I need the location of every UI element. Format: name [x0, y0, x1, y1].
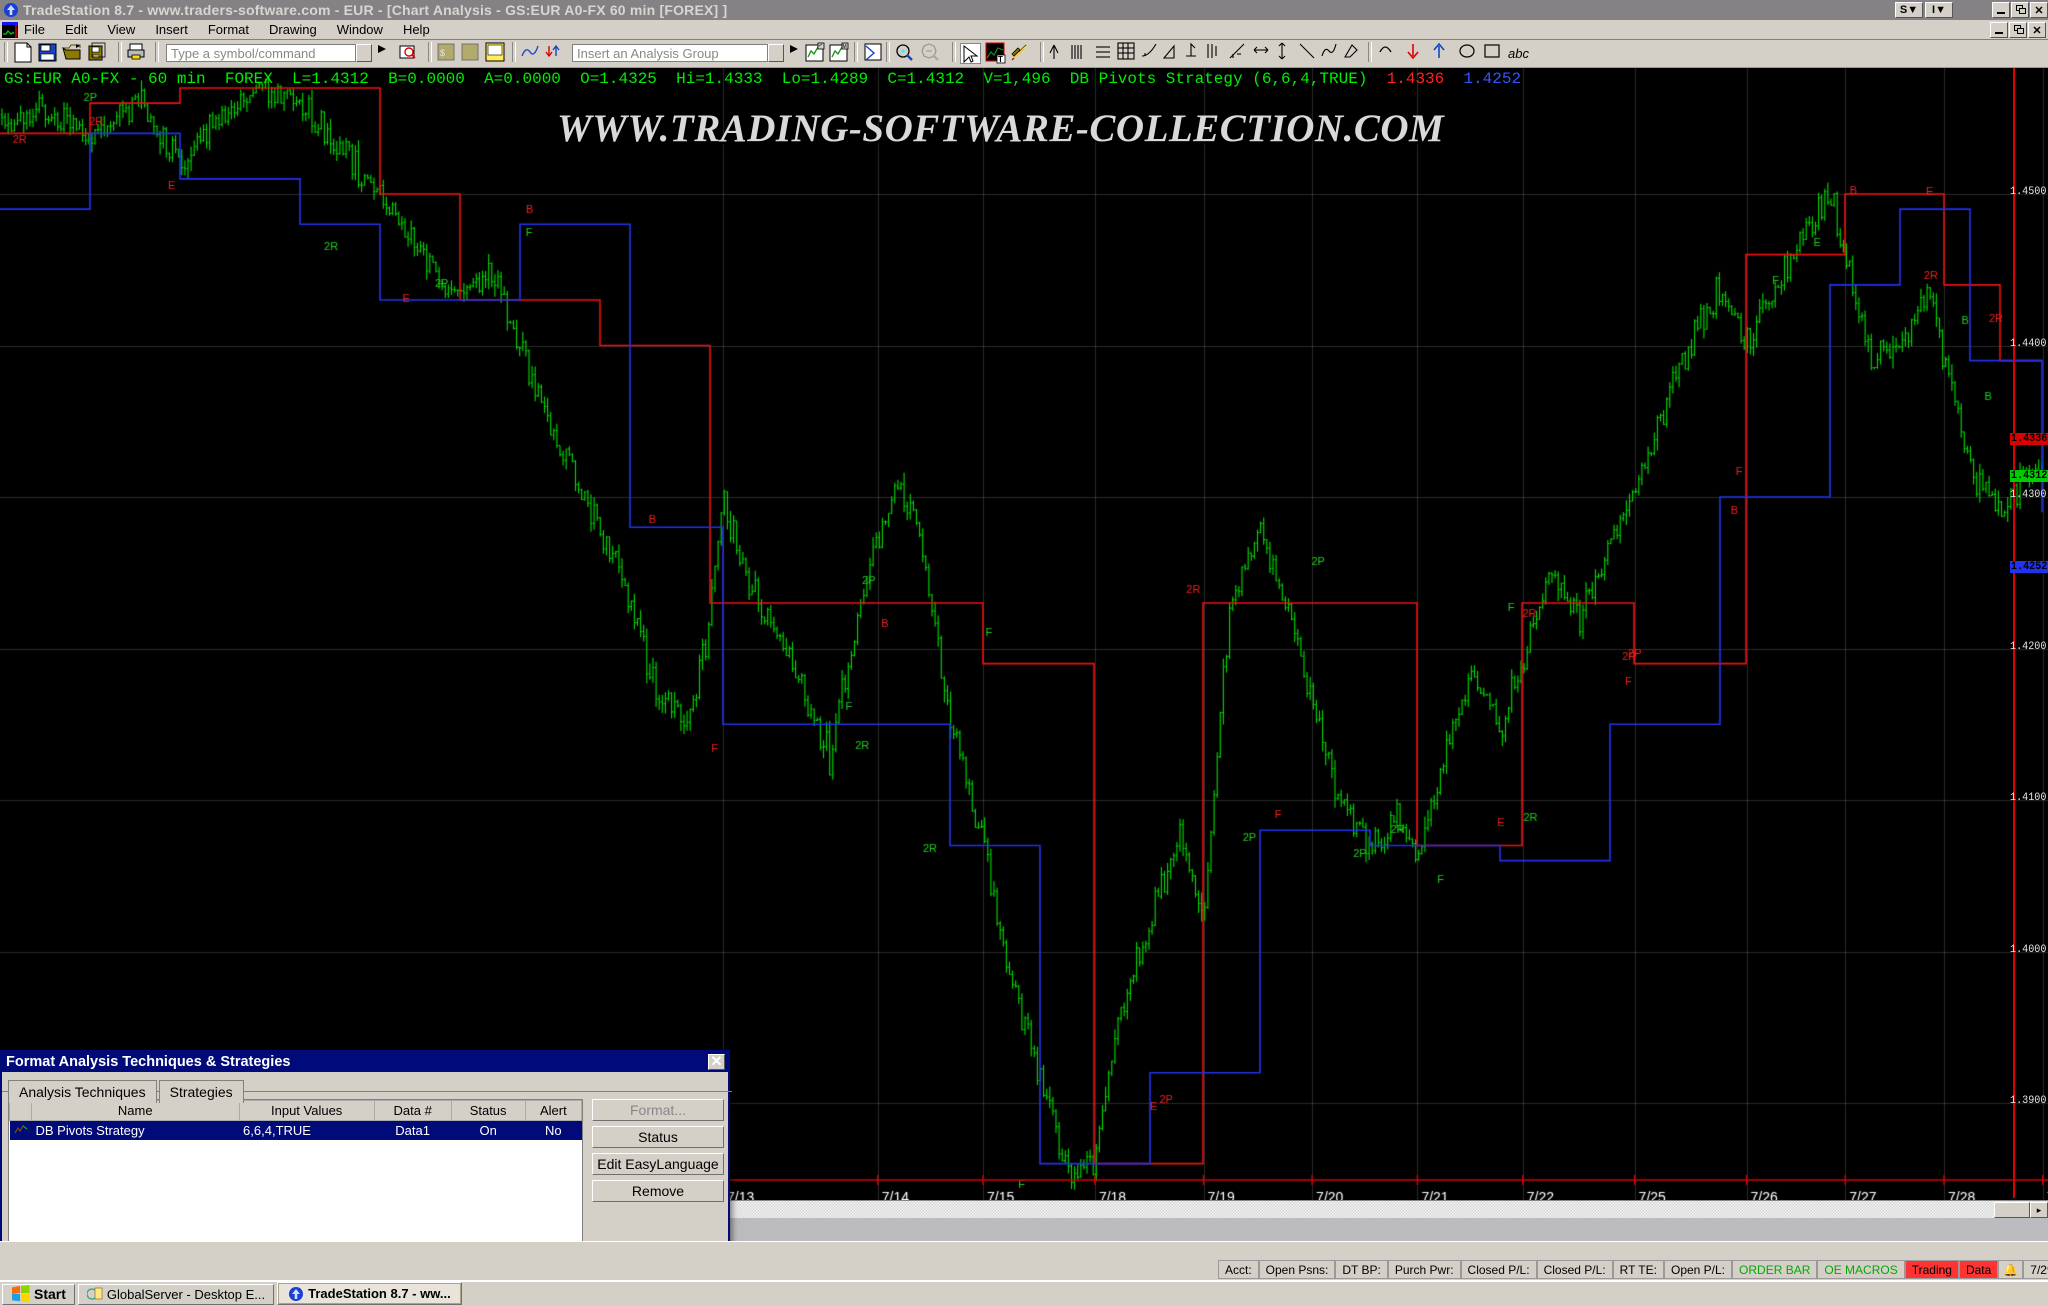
- svg-text:abc: abc: [1508, 46, 1529, 61]
